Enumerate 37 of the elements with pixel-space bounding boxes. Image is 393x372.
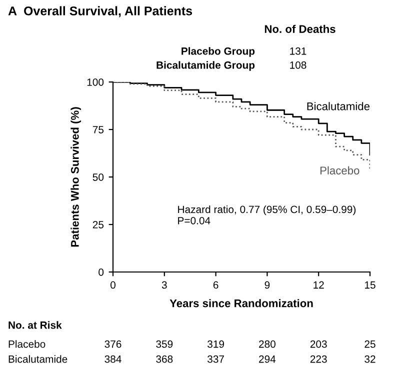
text: 319 <box>208 340 224 348</box>
chart-title: A Overall Survival, All Patients <box>8 6 192 18</box>
x-tick-label: 9 <box>264 281 270 289</box>
x-tick-label: 6 <box>213 281 218 289</box>
text: Bicalutamide <box>8 355 68 363</box>
text: 203 <box>310 340 327 348</box>
y-tick-label: 100 <box>87 78 104 86</box>
text: Placebo Group <box>182 47 255 57</box>
text: 25 <box>364 340 376 348</box>
text: 223 <box>310 355 327 363</box>
text: Placebo <box>8 340 46 348</box>
text: 376 <box>104 340 122 348</box>
text: 368 <box>156 355 173 363</box>
text: 131 <box>290 47 306 55</box>
y-tick-label: 75 <box>92 126 104 134</box>
x-tick-label: 15 <box>365 281 376 289</box>
y-tick-label: 0 <box>98 268 104 276</box>
y-tick-label: 25 <box>92 221 104 228</box>
x-tick-label: 0 <box>110 281 116 289</box>
text: No. of Deaths <box>264 24 336 33</box>
text: 108 <box>290 61 306 69</box>
annotation: Hazard ratio, 0.77 (95% CI, 0.59–0.99) P=0.04 <box>178 205 356 224</box>
x-tick-label: 12 <box>314 281 324 289</box>
text: 32 <box>364 355 376 363</box>
series-label: Placebo <box>320 166 360 174</box>
text: No. at Risk <box>8 321 62 329</box>
x-axis-title: Years since Randomization <box>170 299 313 308</box>
series-label: Bicalutamide <box>307 102 370 110</box>
text: 294 <box>259 355 276 363</box>
text: 280 <box>259 340 276 348</box>
text: 384 <box>104 355 122 363</box>
text: 337 <box>208 355 224 363</box>
y-tick-label: 50 <box>92 174 104 181</box>
text: 359 <box>156 340 173 348</box>
text: Bicalutamide Group <box>156 61 255 71</box>
y-axis-title: Patients Who Survived (%) <box>70 107 82 247</box>
x-tick-label: 3 <box>162 281 167 289</box>
